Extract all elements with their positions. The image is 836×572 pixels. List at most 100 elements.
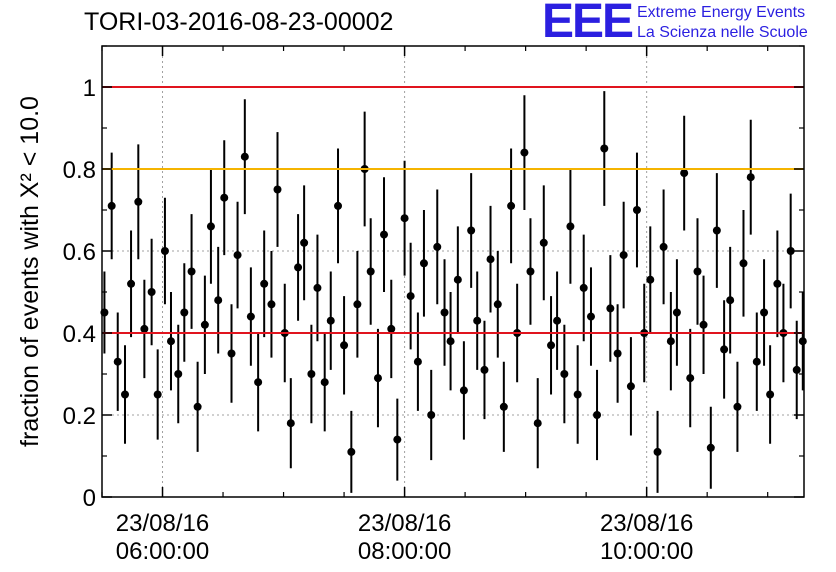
- data-point: [526, 267, 535, 276]
- y-axis-label: fraction of events with Χ² < 10.0: [16, 96, 44, 447]
- data-point: [792, 365, 801, 374]
- data-point: [453, 275, 462, 284]
- data-point: [766, 390, 775, 399]
- data-point: [120, 390, 129, 399]
- data-point: [413, 357, 422, 366]
- data-point: [699, 320, 708, 329]
- data-point: [446, 337, 455, 346]
- data-point: [533, 419, 542, 428]
- data-point: [560, 370, 569, 378]
- data-point: [566, 222, 575, 231]
- eee-logo: EEE Extreme Energy Events La Scienza nel…: [542, 0, 832, 48]
- data-point: [459, 386, 468, 395]
- data-point: [752, 357, 761, 366]
- data-point: [294, 263, 303, 272]
- data-point: [720, 345, 729, 354]
- data-point: [440, 308, 449, 317]
- data-point: [419, 259, 428, 268]
- data-point: [586, 312, 595, 321]
- data-point: [340, 341, 349, 350]
- y-tick-label: 0: [83, 485, 96, 512]
- data-point: [619, 251, 628, 260]
- data-point: [473, 316, 482, 325]
- data-point: [547, 341, 556, 350]
- data-point: [733, 402, 742, 411]
- y-tick-label: 1: [83, 75, 96, 102]
- data-point: [166, 337, 175, 346]
- data-point: [539, 238, 548, 247]
- data-point: [406, 292, 415, 301]
- plot-frame: [101, 45, 805, 498]
- x-tick-label-date: 23/08/16: [600, 510, 693, 537]
- data-point: [387, 324, 396, 333]
- ref-lines: [102, 86, 804, 334]
- data-point: [553, 316, 562, 325]
- data-point: [313, 283, 322, 292]
- data-point: [240, 152, 249, 161]
- data-point: [706, 443, 715, 452]
- data-point: [220, 193, 229, 202]
- data-point: [400, 214, 409, 223]
- data-point: [214, 296, 223, 305]
- x-tick-label-time: 08:00:00: [358, 538, 451, 565]
- data-point: [659, 242, 668, 251]
- data-point: [579, 283, 588, 292]
- data-point: [366, 267, 375, 276]
- data-point: [380, 230, 389, 239]
- data-point: [260, 279, 269, 288]
- data-point: [347, 447, 356, 456]
- data-point: [254, 378, 263, 387]
- data-point: [286, 419, 295, 428]
- data-point: [326, 316, 335, 325]
- data-point: [307, 370, 316, 378]
- data-point: [632, 206, 641, 214]
- data-point: [140, 324, 149, 333]
- data-point: [353, 300, 362, 309]
- data-point: [273, 185, 282, 194]
- data-point: [147, 288, 156, 296]
- x-tick-label-time: 06:00:00: [116, 538, 209, 565]
- data-point: [334, 201, 343, 210]
- data-point: [686, 374, 695, 383]
- data-point: [520, 148, 529, 157]
- data-layer: [100, 91, 807, 493]
- data-point: [613, 349, 622, 358]
- y-tick-label: 0.2: [63, 403, 96, 430]
- data-point: [786, 247, 795, 255]
- y-tick-label: 0.4: [63, 321, 96, 348]
- data-point: [606, 304, 615, 313]
- data-point: [672, 308, 681, 317]
- data-point: [227, 349, 236, 358]
- axis-layer: 00.20.40.60.8123/08/1606:00:0023/08/1608…: [63, 45, 804, 565]
- data-point: [493, 300, 502, 309]
- data-point: [180, 308, 189, 317]
- chart-title: TORI-03-2016-08-23-00002: [84, 8, 394, 36]
- data-point: [739, 259, 748, 268]
- data-point: [507, 201, 516, 210]
- data-point: [726, 296, 735, 305]
- data-point: [486, 255, 495, 264]
- data-point: [593, 411, 602, 419]
- x-tick-label-date: 23/08/16: [358, 510, 451, 537]
- data-point: [160, 247, 169, 255]
- data-point: [267, 300, 276, 309]
- data-point: [693, 267, 702, 276]
- data-point: [373, 374, 382, 383]
- data-point: [393, 435, 402, 444]
- data-point: [600, 144, 609, 153]
- logo-line-2: La Scienza nelle Scuole: [637, 24, 808, 41]
- data-point: [233, 251, 242, 260]
- data-point: [206, 222, 215, 231]
- data-point: [153, 390, 162, 399]
- data-point: [653, 447, 662, 456]
- data-point: [200, 320, 209, 329]
- x-tick-label-date: 23/08/16: [116, 510, 209, 537]
- data-point: [320, 378, 329, 387]
- data-point: [107, 201, 116, 210]
- data-point: [712, 226, 721, 235]
- data-point: [666, 337, 675, 346]
- logo-line-1: Extreme Energy Events: [637, 4, 806, 21]
- data-point: [499, 402, 508, 411]
- data-point: [193, 402, 202, 411]
